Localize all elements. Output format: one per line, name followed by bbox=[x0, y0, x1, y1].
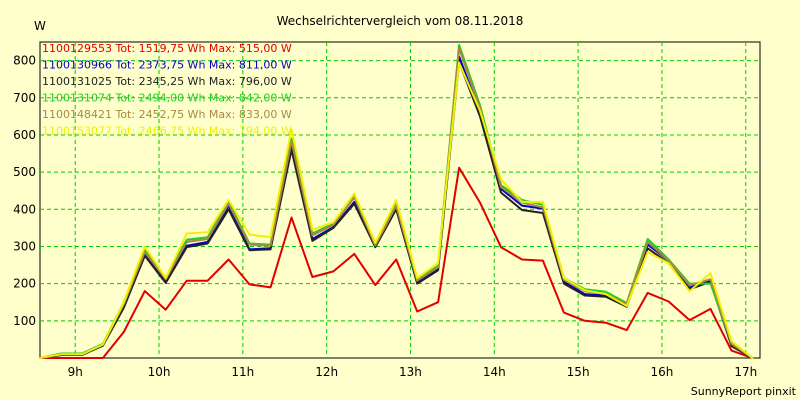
series-line-1100129553 bbox=[39, 166, 754, 359]
y-axis-label: W bbox=[34, 19, 46, 33]
legend-entry-1100131025: 1100131025 Tot: 2345,25 Wh Max: 796,00 W bbox=[42, 75, 292, 88]
legend-entry-1100153077: 1100153077 Tot: 2466,75 Wh Max: 794,00 W bbox=[42, 125, 292, 138]
x-tick-label: 16h bbox=[650, 365, 673, 379]
y-tick-label: 600 bbox=[13, 128, 36, 142]
x-tick-label: 13h bbox=[399, 365, 422, 379]
x-tick-label: 10h bbox=[148, 365, 171, 379]
x-tick-label: 11h bbox=[231, 365, 254, 379]
x-tick-label: 12h bbox=[315, 365, 338, 379]
legend-entry-1100130966: 1100130966 Tot: 2373,75 Wh Max: 811,00 W bbox=[42, 59, 292, 72]
y-tick-label: 300 bbox=[13, 239, 36, 253]
footer-credit: SunnyReport pinxit bbox=[691, 385, 797, 398]
series-line-1100153077 bbox=[39, 61, 754, 359]
y-tick-label: 800 bbox=[13, 54, 36, 68]
y-tick-label: 400 bbox=[13, 202, 36, 216]
legend-entry-1100148421: 1100148421 Tot: 2452,75 Wh Max: 833,00 W bbox=[42, 108, 292, 121]
legend-entry-1100131074: 1100131074 Tot: 2494,00 Wh Max: 842,00 W bbox=[42, 92, 292, 105]
y-tick-label: 100 bbox=[13, 314, 36, 328]
x-tick-label: 9h bbox=[68, 365, 83, 379]
y-tick-label: 700 bbox=[13, 91, 36, 105]
chart-title: Wechselrichtervergleich vom 08.11.2018 bbox=[277, 14, 524, 28]
x-tick-label: 15h bbox=[567, 365, 590, 379]
legend-entry-1100129553: 1100129553 Tot: 1519,75 Wh Max: 515,00 W bbox=[42, 42, 292, 55]
x-tick-label: 17h bbox=[734, 365, 757, 379]
y-tick-label: 200 bbox=[13, 277, 36, 291]
series-line-1100148421 bbox=[39, 47, 754, 359]
x-tick-label: 14h bbox=[483, 365, 506, 379]
y-tick-label: 500 bbox=[13, 165, 36, 179]
plot-area bbox=[39, 41, 761, 359]
